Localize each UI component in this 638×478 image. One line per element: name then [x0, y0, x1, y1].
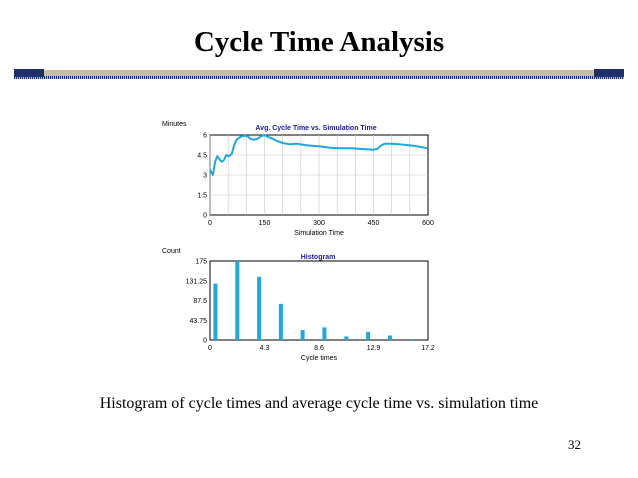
x-tick-label: 0 — [208, 345, 212, 352]
header-band-right-block — [594, 69, 624, 77]
histogram-plot-area — [209, 260, 429, 341]
x-tick-label: 4.3 — [260, 345, 270, 352]
y-tick-label: 87.5 — [193, 298, 207, 305]
y-tick-label: 0 — [203, 213, 207, 220]
histogram-bar — [278, 303, 283, 340]
histogram-bar — [344, 336, 349, 340]
histogram-y-ticks: 0 43.75 87.5 131.25 175 — [186, 259, 208, 345]
line-chart-x-label: Simulation Time — [294, 230, 344, 237]
line-chart-series — [209, 134, 429, 176]
histogram-bar — [213, 283, 218, 340]
histogram-x-ticks: 0 4.3 8.6 12.9 17.2 — [208, 345, 435, 352]
y-tick-label: 43.75 — [189, 318, 207, 325]
x-tick-label: 450 — [368, 220, 380, 227]
y-tick-label: 6 — [203, 133, 207, 140]
histogram-bar — [387, 335, 392, 340]
header-band-left-block — [14, 69, 44, 77]
page-number: 32 — [568, 437, 581, 452]
header-band — [14, 70, 624, 76]
histogram-bar — [235, 261, 240, 340]
histogram-y-label: Count — [162, 248, 181, 255]
histogram-x-label: Cycle times — [301, 355, 338, 362]
x-tick-label: 17.2 — [421, 345, 435, 352]
y-tick-label: 0 — [203, 338, 207, 345]
x-tick-label: 600 — [422, 220, 434, 227]
histogram-bar — [409, 339, 414, 340]
x-tick-label: 300 — [313, 220, 325, 227]
y-tick-label: 175 — [195, 259, 207, 266]
histogram-title: Histogram — [301, 254, 336, 261]
histogram-bar — [257, 276, 262, 340]
y-tick-label: 131.25 — [186, 278, 208, 285]
slide-caption: Histogram of cycle times and average cyc… — [99, 395, 539, 412]
histogram-bar — [322, 327, 327, 340]
histogram-chart: 0 4.3 8.6 12.9 17.2 0 43.75 87.5 131.25 175 Hist… — [162, 248, 435, 362]
charts-area: 0 150 300 450 600 0 1.5 3 4.5 6 Avg. Cycle Time … — [162, 121, 435, 362]
line-chart-title: Avg. Cycle Time vs. Simulation Time — [255, 125, 376, 132]
header-band-hatch — [14, 76, 624, 79]
y-tick-label: 1.5 — [197, 193, 207, 200]
line-chart-x-ticks: 0 150 300 450 600 — [208, 220, 434, 227]
line-chart-y-label: Minutes — [162, 121, 187, 128]
histogram-bars — [213, 261, 414, 340]
x-tick-label: 12.9 — [367, 345, 381, 352]
y-tick-label: 4.5 — [197, 153, 207, 160]
histogram-bar — [300, 330, 305, 340]
line-chart: 0 150 300 450 600 0 1.5 3 4.5 6 Avg. Cycle Time … — [162, 121, 434, 237]
series-line — [209, 134, 429, 176]
line-chart-grid — [209, 135, 428, 215]
line-chart-y-ticks: 0 1.5 3 4.5 6 — [197, 133, 207, 220]
x-tick-label: 150 — [259, 220, 271, 227]
y-tick-label: 3 — [203, 173, 207, 180]
histogram-bar — [366, 331, 371, 340]
x-tick-label: 0 — [208, 220, 212, 227]
slide-title: Cycle Time Analysis — [193, 26, 445, 58]
x-tick-label: 8.6 — [314, 345, 324, 352]
